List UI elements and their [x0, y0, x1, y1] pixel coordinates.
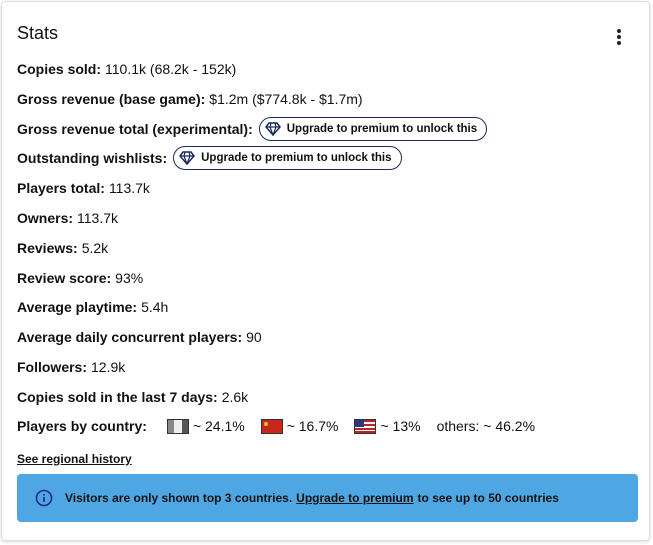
country-row: Players by country: ~ 24.1% ~ 16.7% ~ 13… [17, 414, 535, 438]
notice-link[interactable]: Upgrade to premium [296, 491, 414, 505]
stat-label: Average daily concurrent players: [17, 329, 243, 346]
stat-row: Owners: 113.7k [17, 206, 118, 230]
regional-history-link[interactable]: See regional history [17, 452, 132, 466]
flag [260, 418, 283, 434]
diamond-icon [179, 151, 196, 166]
others-share: others: ~ 46.2% [436, 418, 536, 434]
stat-row: Review score: 93% [17, 266, 143, 290]
stat-value: 93% [115, 269, 144, 286]
stat-label: Owners: [17, 210, 74, 226]
stat-value: 5.4h [141, 299, 169, 316]
stat-label: Review score: [17, 269, 112, 286]
stat-value: 12.9k [91, 359, 126, 375]
country-share: ~ 24.1% [192, 418, 245, 434]
button-text: Upgrade to premium to unlock this [201, 152, 392, 165]
card-title: Stats [17, 23, 59, 43]
notice-suffix: to see up to 50 countries [417, 491, 559, 505]
flag [354, 418, 377, 434]
stat-value: 2.6k [221, 388, 249, 405]
stat-row: Gross revenue (base game): $1.2m ($774.8k… [17, 87, 363, 111]
stat-label: Players by country: [17, 418, 147, 434]
stat-value: 113.7k [77, 210, 119, 226]
stat-value: $1.2m ($774.8k - $1.7m) [209, 90, 363, 107]
info-icon [35, 489, 53, 507]
stat-label: Gross revenue total (experimental): [17, 120, 253, 137]
stat-row: Copies sold in the last 7 days: 2.6k [17, 385, 248, 409]
country-share: ~ 13% [380, 418, 421, 434]
stat-row: Reviews: 5.2k [17, 236, 108, 260]
upgrade-button[interactable]: Upgrade to premium to unlock this [173, 146, 402, 171]
stat-value: 5.2k [81, 239, 109, 256]
stat-row: Average playtime: 5.4h [17, 295, 168, 319]
stat-row: Average daily concurrent players: 90 [17, 325, 262, 349]
stat-label: Copies sold: [17, 61, 102, 77]
stat-row: Followers: 12.9k [17, 355, 125, 379]
stat-value: 113.7k [108, 180, 150, 197]
notice-text: Visitors are only shown top 3 countries. [65, 491, 293, 505]
notice: Visitors are only shown top 3 countries.… [17, 474, 638, 522]
stat-label: Outstanding wishlists: [17, 150, 168, 167]
upgrade-button[interactable]: Upgrade to premium to unlock this [258, 116, 488, 141]
stat-value: 110.1k (68.2k - 152k) [105, 61, 237, 77]
stat-value: 90 [246, 329, 262, 346]
stat-row: Gross revenue total (experimental): Upgra… [17, 116, 488, 141]
flag [166, 418, 189, 434]
stat-label: Average playtime: [17, 299, 138, 316]
country-share: ~ 16.7% [286, 418, 339, 434]
stat-row: Copies sold: 110.1k (68.2k - 152k) [17, 57, 236, 81]
more-menu[interactable] [614, 29, 624, 49]
button-text: Upgrade to premium to unlock this [286, 122, 478, 135]
stat-label: Gross revenue (base game): [17, 90, 206, 107]
stat-row: Players total: 113.7k [17, 176, 150, 200]
stat-label: Copies sold in the last 7 days: [17, 388, 218, 405]
diamond-icon [264, 121, 281, 136]
stat-label: Followers: [17, 359, 88, 375]
stat-row: Outstanding wishlists: Upgrade to premium… [17, 146, 402, 171]
stat-label: Reviews: [17, 239, 78, 256]
stat-label: Players total: [17, 180, 105, 197]
